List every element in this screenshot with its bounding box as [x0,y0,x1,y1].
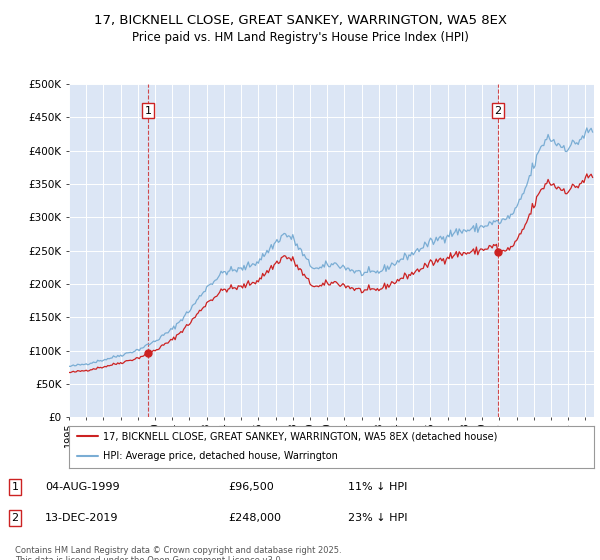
Text: 1: 1 [11,482,19,492]
Text: 11% ↓ HPI: 11% ↓ HPI [348,482,407,492]
Text: 13-DEC-2019: 13-DEC-2019 [45,513,119,523]
Text: 23% ↓ HPI: 23% ↓ HPI [348,513,407,523]
Text: 2: 2 [11,513,19,523]
Text: Contains HM Land Registry data © Crown copyright and database right 2025.
This d: Contains HM Land Registry data © Crown c… [15,546,341,560]
Text: 17, BICKNELL CLOSE, GREAT SANKEY, WARRINGTON, WA5 8EX (detached house): 17, BICKNELL CLOSE, GREAT SANKEY, WARRIN… [103,431,497,441]
Text: 17, BICKNELL CLOSE, GREAT SANKEY, WARRINGTON, WA5 8EX: 17, BICKNELL CLOSE, GREAT SANKEY, WARRIN… [94,14,506,27]
Text: 1: 1 [145,106,151,116]
Text: HPI: Average price, detached house, Warrington: HPI: Average price, detached house, Warr… [103,451,338,461]
Text: 04-AUG-1999: 04-AUG-1999 [45,482,119,492]
Text: 2: 2 [494,106,502,116]
Text: £96,500: £96,500 [228,482,274,492]
Text: Price paid vs. HM Land Registry's House Price Index (HPI): Price paid vs. HM Land Registry's House … [131,31,469,44]
Text: £248,000: £248,000 [228,513,281,523]
